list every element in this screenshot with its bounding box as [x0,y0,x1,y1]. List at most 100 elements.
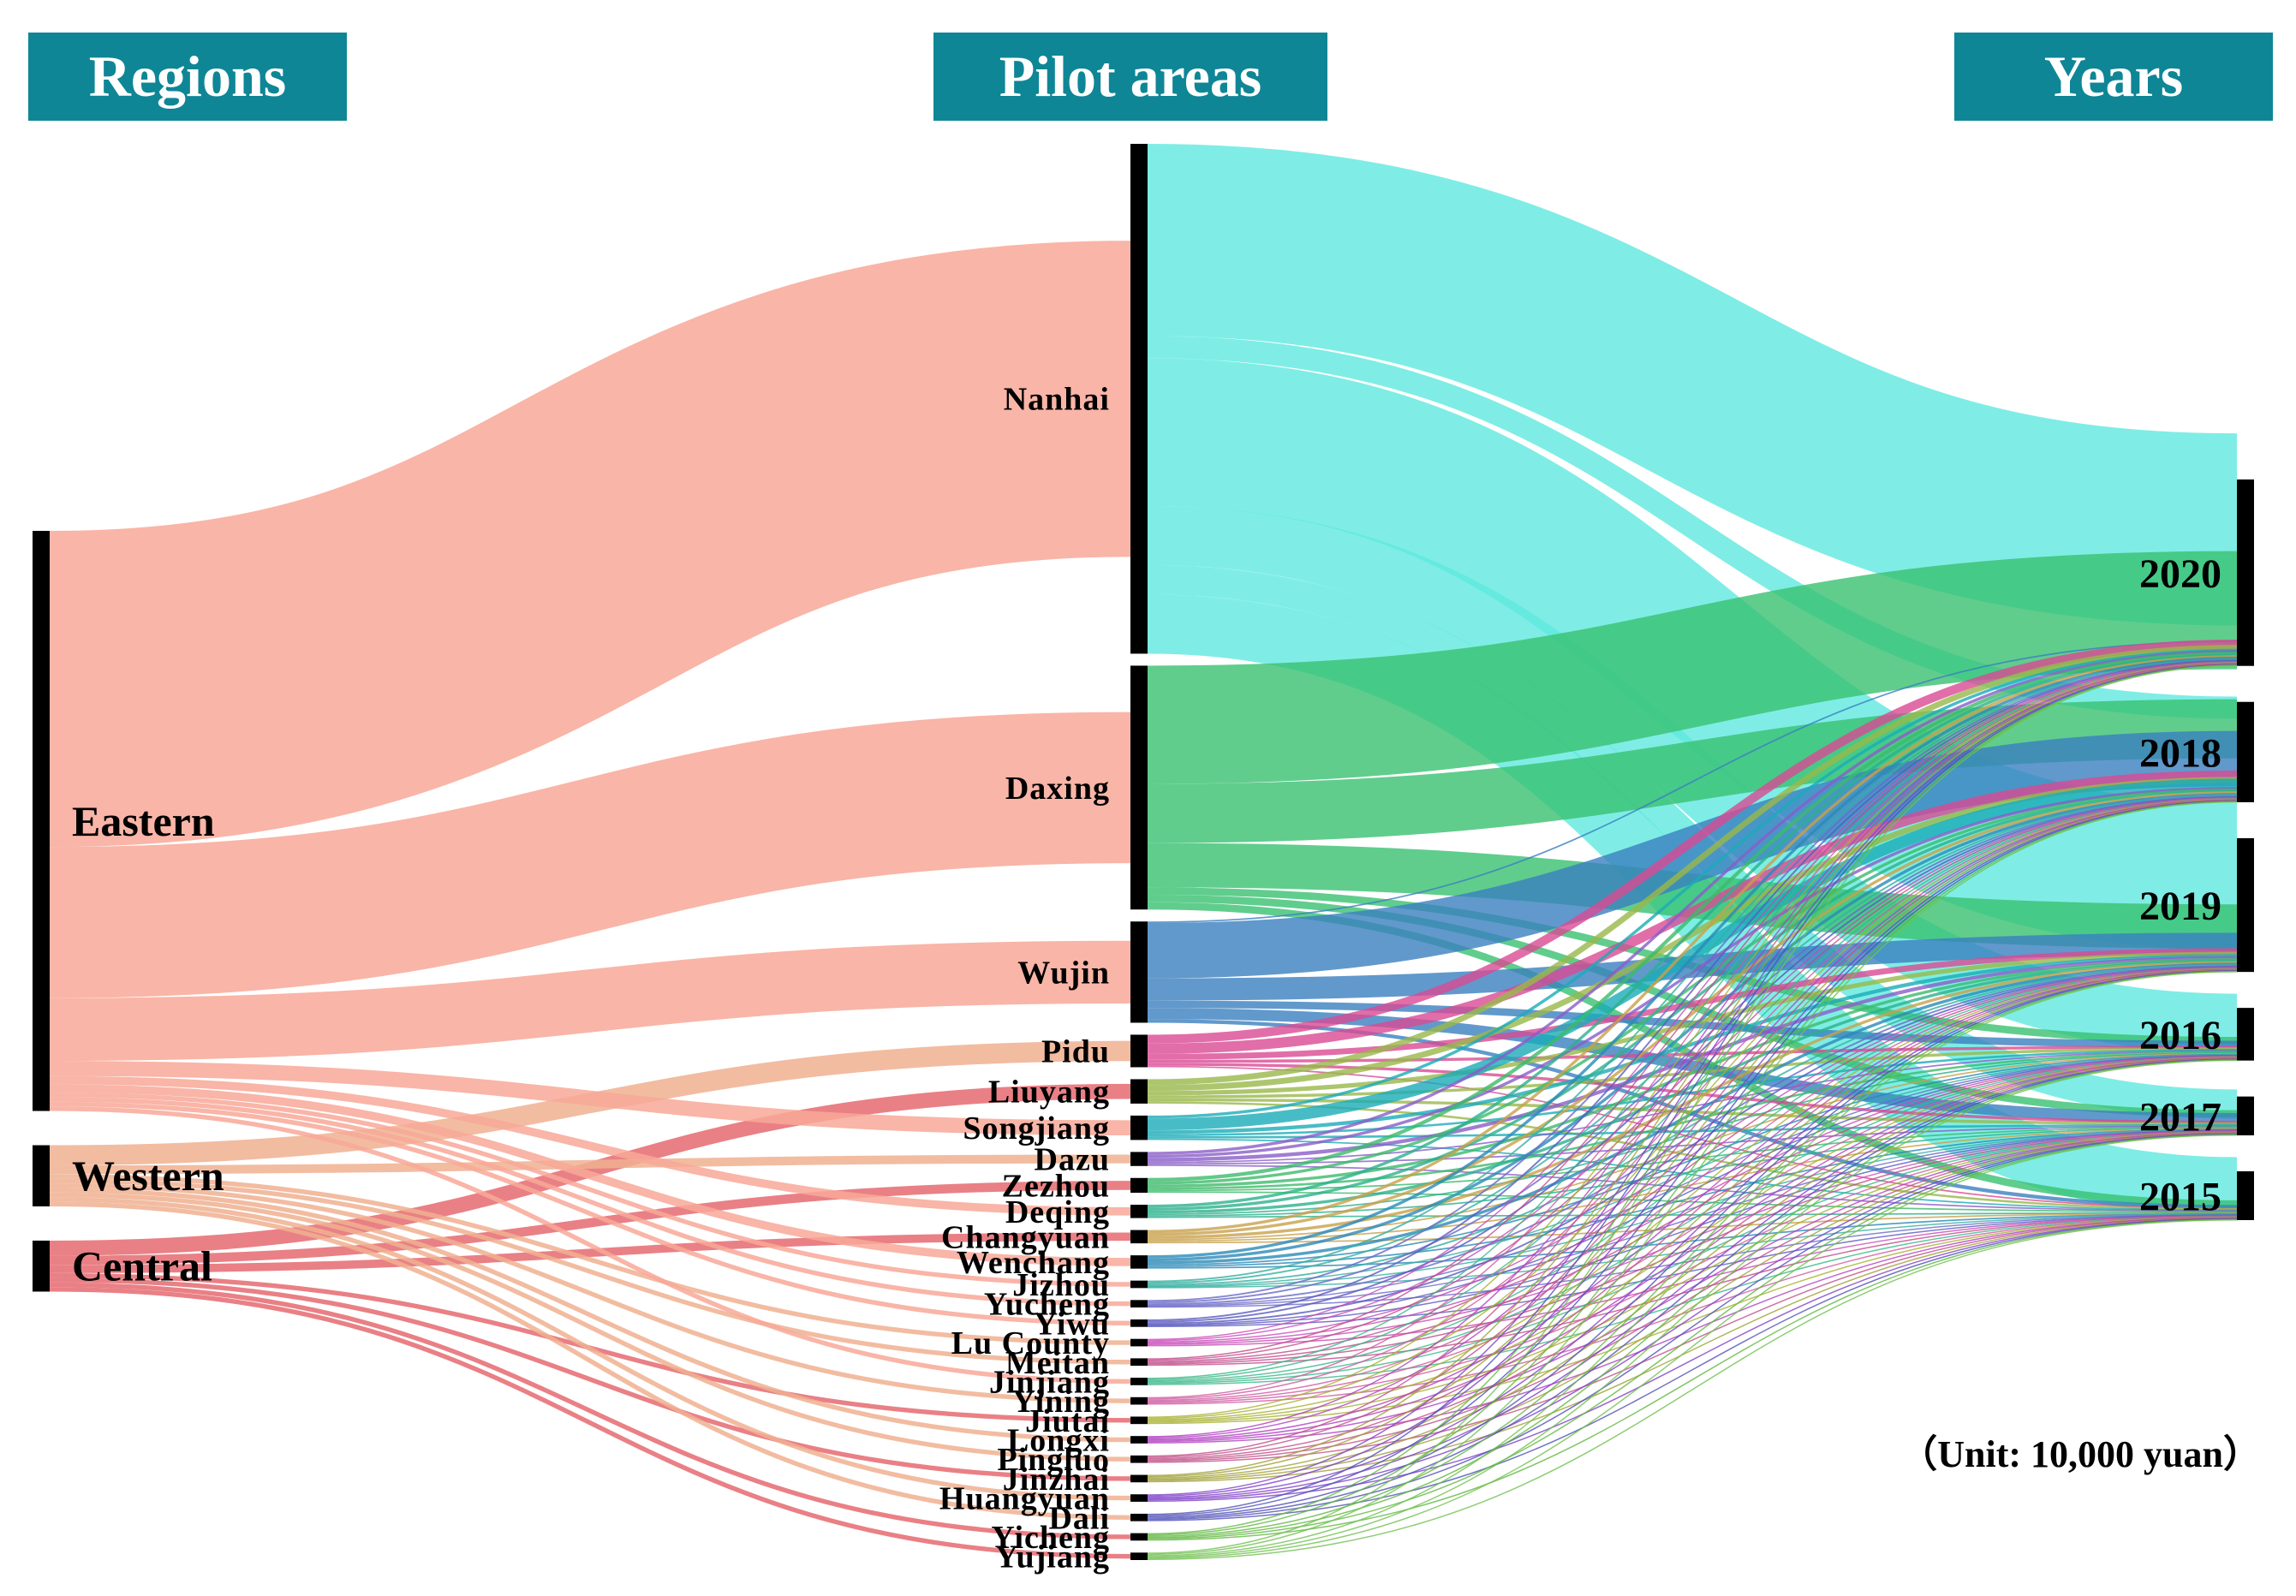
link-western-longxi [49,1188,1131,1443]
link-yicheng-2017 [1147,1134,2238,1539]
link-daxing-2018 [1147,699,2238,843]
year-label-2017: 2017 [2139,1094,2221,1140]
pilot-bar-yining [1130,1396,1148,1405]
link-liuyang-2019 [1147,951,2238,1096]
link-eastern-daxing [49,712,1131,998]
link-pingluo-2018 [1147,799,2238,1458]
year-label-2020: 2020 [2139,551,2221,597]
link-eastern-songjiang [49,1061,1131,1135]
link-eastern-jinjiang [49,1106,1131,1385]
pilot-bar-yucheng [1130,1300,1148,1308]
pilot-label-dali: Dali [1048,1500,1110,1536]
pilot-label-jinzhai: Jinzhai [1003,1462,1110,1498]
link-daxing-2020 [1147,551,2238,784]
year-bar-2020 [2237,479,2254,666]
link-yujiang-2017 [1147,1134,2238,1559]
link-pingluo-2017 [1147,1132,2238,1462]
link-pidu-2019 [1147,948,2238,1060]
pilot-label-wenchang: Wenchang [957,1245,1110,1281]
pilot-label-pingluo: Pingluo [997,1442,1110,1478]
link-dazu-2018 [1147,787,2238,1158]
link-yicheng-2019 [1147,970,2238,1537]
pilot-bar-pingluo [1130,1455,1148,1463]
pilot-label-wujin: Wujin [1017,955,1110,991]
unit-note: （Unit: 10,000 yuan） [1899,1433,2261,1475]
header-regions-label: Regions [89,44,286,109]
link-yiwu-2017 [1147,1129,2238,1327]
link-liuyang-2018 [1147,777,2238,1092]
link-jinjiang-2020 [1147,661,2238,1379]
pilot-label-yiwu: Yiwu [1034,1306,1110,1342]
link-western-huangyuan [49,1197,1131,1501]
link-nanhai-2020 [1147,144,2238,626]
link-songjiang-2018 [1147,778,2238,1131]
link-jinjiang-2019 [1147,968,2238,1382]
pilot-bar-jiutai [1130,1416,1148,1425]
link-huangyuan-2018 [1147,800,2238,1498]
pilot-bar-yujiang [1130,1552,1148,1560]
pilot-label-songjiang: Songjiang [963,1111,1110,1146]
header-regions: Regions [28,33,347,121]
link-western-lu-county [49,1174,1131,1345]
link-central-yicheng [49,1282,1131,1539]
link-wenchang-2019 [1147,962,2238,1265]
link-jinzhai-2018 [1147,800,2238,1478]
link-lu-county-2020 [1147,660,2238,1341]
link-central-liuyang [49,1083,1131,1256]
link-yining-2017 [1147,1131,2238,1404]
region-label-western: Western [72,1152,224,1200]
link-central-jinzhai [49,1277,1131,1481]
pilot-bar-dazu [1130,1152,1148,1166]
link-zezhou-2018 [1147,788,2238,1185]
link-pingluo-2019 [1147,968,2238,1460]
link-longxi-2018 [1147,799,2238,1439]
link-eastern-deqing [49,1075,1131,1216]
header-pilot-areas-label: Pilot areas [999,44,1262,109]
link-wujin-2019 [1147,932,2238,1001]
link-yucheng-2019 [1147,965,2238,1306]
pilot-label-yujiang: Yujiang [995,1539,1110,1575]
link-zezhou-2015 [1147,1191,2238,1212]
link-jizhou-2020 [1147,658,2238,1283]
link-yucheng-2020 [1147,659,2238,1302]
pilot-label-zezhou: Zezhou [1002,1168,1110,1204]
link-dazu-2020 [1147,650,2238,1155]
pilot-bar-lu-county [1130,1338,1148,1347]
pilot-label-nanhai: Nanhai [1004,382,1110,418]
pilot-label-dazu: Dazu [1035,1142,1110,1178]
link-zezhou-2016 [1147,1051,2238,1190]
link-jiutai-2019 [1147,968,2238,1420]
pilot-label-liuyang: Liuyang [988,1075,1110,1111]
pilot-label-deqing: Deqing [1005,1194,1110,1230]
link-jiutai-2020 [1147,662,2238,1418]
link-eastern-jizhou [49,1092,1131,1287]
region-to-pilot-links [49,241,1131,1559]
link-pidu-2020 [1147,639,2238,1044]
pilot-label-meitan: Meitan [1005,1345,1110,1381]
link-central-changyuan [49,1232,1131,1273]
region-bar-central [33,1240,50,1292]
link-yujiang-2019 [1147,971,2238,1557]
link-dazu-2016 [1147,1050,2238,1164]
link-jinjiang-2017 [1147,1130,2238,1385]
link-yujiang-2016 [1147,1059,2238,1558]
link-eastern-yucheng [49,1097,1131,1307]
pilot-label-jizhou: Jizhou [1012,1267,1110,1303]
link-yiwu-2016 [1147,1055,2238,1326]
pilot-bar-daxing [1130,665,1148,910]
link-dali-2017 [1147,1134,2238,1521]
link-yining-2019 [1147,968,2238,1402]
link-yucheng-2017 [1147,1129,2238,1307]
pilot-bar-wujin [1130,921,1148,1023]
link-yiwu-2020 [1147,659,2238,1321]
link-western-dazu [49,1154,1131,1175]
pilot-bar-jinjiang [1130,1378,1148,1385]
year-label-2019: 2019 [2139,884,2221,929]
link-huangyuan-2020 [1147,664,2238,1496]
link-songjiang-2017 [1147,1123,2238,1139]
link-pidu-2015 [1147,1065,2238,1209]
link-dazu-2015 [1147,1164,2238,1212]
pilot-label-longxi: Longxi [1007,1423,1110,1459]
link-deqing-2020 [1147,653,2238,1208]
